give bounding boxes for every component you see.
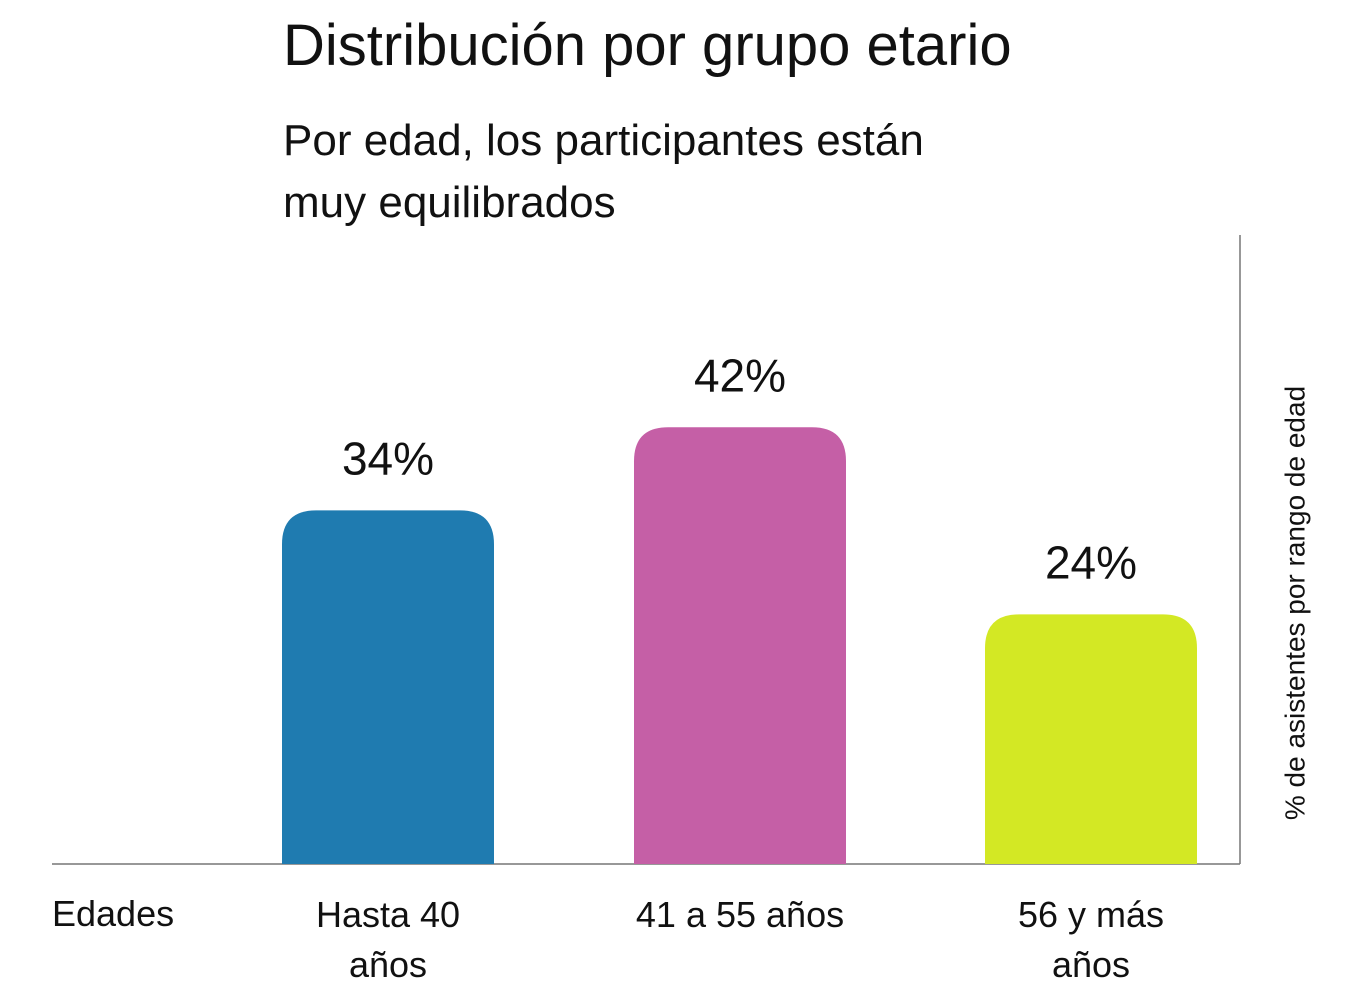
chart-title: Distribución por grupo etario bbox=[283, 13, 1012, 78]
data-label: 24% bbox=[1045, 537, 1137, 589]
chart-subtitle: Por edad, los participantes están muy eq… bbox=[283, 116, 924, 227]
bar bbox=[282, 510, 494, 864]
data-label: 42% bbox=[694, 349, 786, 401]
x-tick-label: 56 y más años bbox=[1017, 894, 1165, 985]
x-tick-label: 41 a 55 años bbox=[635, 894, 845, 935]
bar bbox=[634, 427, 846, 864]
y-axis-label: % de asistentes por rango de edad bbox=[1279, 386, 1310, 820]
x-tick-label: Hasta 40 años bbox=[315, 894, 461, 985]
data-label: 34% bbox=[342, 433, 434, 485]
bar bbox=[985, 614, 1197, 864]
x-axis-label: Edades bbox=[52, 893, 175, 934]
